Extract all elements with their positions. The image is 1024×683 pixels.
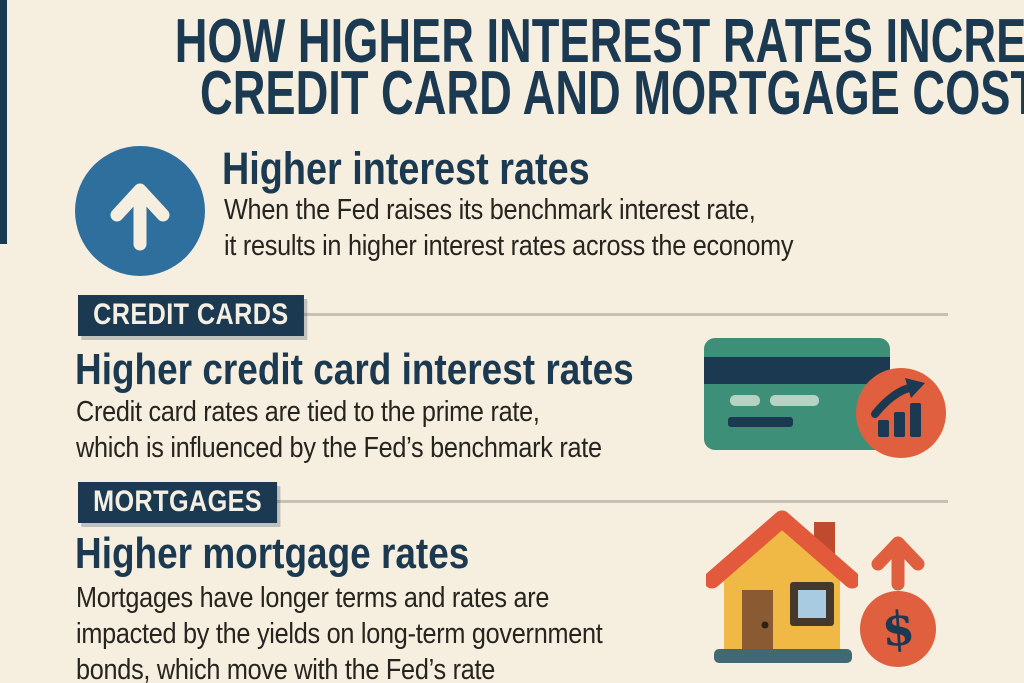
- mortgages-body-line-3: bonds, which move with the Fed’s rate: [76, 654, 496, 683]
- dollar-circle-icon: $: [860, 591, 936, 667]
- left-edge-accent-bar: [0, 0, 7, 244]
- page-title-line-1: HOW HIGHER INTEREST RATES INCREASE: [0, 11, 1024, 73]
- up-arrow-circle-icon: [75, 146, 205, 276]
- mortgages-body-line-1: Mortgages have longer terms and rates ar…: [76, 582, 550, 614]
- rising-chart-circle-icon: [856, 368, 946, 458]
- intro-body: When the Fed raises its benchmark intere…: [224, 192, 794, 264]
- credit-cards-body-line-2: which is influenced by the Fed’s benchma…: [76, 432, 602, 464]
- credit-cards-body-line-1: Credit card rates are tied to the prime …: [76, 396, 540, 428]
- mortgages-heading: Higher mortgage rates: [75, 529, 470, 578]
- page-title-line-1-text: HOW HIGHER INTEREST RATES INCREASE: [174, 7, 1024, 76]
- mortgages-badge: MORTGAGES: [78, 482, 278, 523]
- mortgages-divider-line: [84, 500, 948, 503]
- credit-cards-body: Credit card rates are tied to the prime …: [76, 394, 602, 466]
- mortgages-body-line-2: impacted by the yields on long-term gove…: [76, 618, 603, 650]
- intro-heading: Higher interest rates: [222, 143, 590, 194]
- page-title-line-2: CREDIT CARD AND MORTGAGE COSTS AMRICANS: [0, 63, 1024, 128]
- dollar-sign: $: [879, 600, 917, 658]
- page-title-line-2-text: CREDIT CARD AND MORTGAGE COSTS: [200, 59, 1024, 128]
- mortgages-body: Mortgages have longer terms and rates ar…: [76, 580, 603, 683]
- intro-body-line-1: When the Fed raises its benchmark intere…: [224, 194, 756, 226]
- up-arrow-icon: [871, 536, 925, 591]
- credit-cards-badge: CREDIT CARDS: [78, 295, 304, 336]
- house-icon: [706, 510, 858, 663]
- credit-card-icon: [704, 338, 890, 450]
- intro-body-line-2: it results in higher interest rates acro…: [224, 230, 794, 262]
- credit-cards-divider-line: [84, 313, 948, 316]
- credit-cards-heading: Higher credit card interest rates: [75, 345, 634, 394]
